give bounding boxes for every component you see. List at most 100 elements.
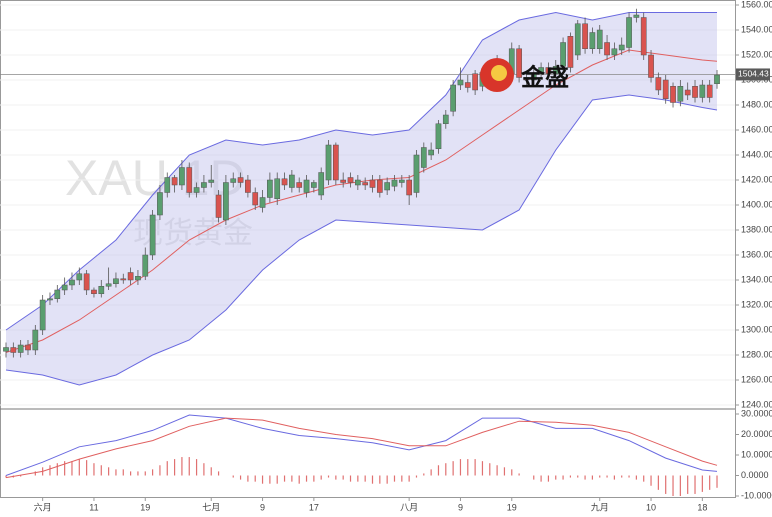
candle-body bbox=[223, 182, 229, 221]
candle-body bbox=[201, 182, 207, 188]
y-tick-label: 1320.00 bbox=[741, 299, 772, 309]
candle-body bbox=[69, 279, 75, 286]
x-tick-label: 六月 bbox=[34, 501, 52, 512]
y-tick-label: 1400.00 bbox=[741, 199, 772, 209]
macd-y-tick-label: 30.0000 bbox=[741, 408, 772, 418]
signal-line bbox=[5, 417, 718, 479]
candle-body bbox=[32, 329, 39, 351]
candle-body bbox=[523, 77, 530, 81]
candle-body bbox=[420, 147, 427, 168]
candle-body bbox=[582, 23, 588, 49]
last-price-box bbox=[736, 68, 770, 81]
candle-body bbox=[54, 289, 61, 299]
candle-body bbox=[384, 182, 391, 191]
candle-body bbox=[604, 42, 610, 56]
candle-body bbox=[333, 144, 339, 181]
candle-body bbox=[274, 178, 281, 199]
candle-body bbox=[706, 84, 713, 98]
candle-body bbox=[340, 179, 347, 183]
y-tick-label: 1520.00 bbox=[741, 49, 772, 59]
candle-body bbox=[560, 42, 566, 67]
candle-body bbox=[692, 86, 698, 98]
y-tick-label: 1300.00 bbox=[741, 324, 772, 334]
y-tick-label: 1280.00 bbox=[741, 349, 772, 359]
candle-body bbox=[179, 167, 185, 186]
y-tick-label: 1420.00 bbox=[741, 174, 772, 184]
candle-body bbox=[626, 17, 632, 48]
candle-body bbox=[281, 178, 288, 186]
candle-body bbox=[303, 179, 310, 193]
candle-body bbox=[516, 48, 522, 78]
candle-body bbox=[76, 273, 83, 281]
candle-body bbox=[398, 179, 405, 183]
candle-body bbox=[369, 179, 376, 188]
logo-icon-inner bbox=[491, 65, 507, 81]
candle-body bbox=[142, 254, 149, 277]
x-tick-label: 19 bbox=[507, 502, 517, 512]
candle-body bbox=[208, 179, 215, 183]
candle-body bbox=[164, 177, 171, 193]
candle-body bbox=[25, 344, 31, 351]
candle-body bbox=[39, 299, 46, 331]
candle-body bbox=[83, 273, 90, 291]
candle-body bbox=[640, 17, 647, 56]
candle-body bbox=[406, 179, 412, 196]
y-tick-label: 1440.00 bbox=[741, 149, 772, 159]
candle-body bbox=[91, 289, 97, 294]
last-price-label: 1504.43 bbox=[738, 69, 769, 79]
candle-body bbox=[186, 167, 193, 193]
candle-body bbox=[714, 74, 720, 84]
candle-body bbox=[530, 73, 537, 81]
x-tick-label: 19 bbox=[140, 502, 150, 512]
candle-body bbox=[464, 82, 471, 88]
candle-body bbox=[215, 194, 222, 218]
y-tick-label: 1540.00 bbox=[741, 24, 772, 34]
y-tick-label: 1260.00 bbox=[741, 374, 772, 384]
y-tick-label: 1480.00 bbox=[741, 99, 772, 109]
x-tick-label: 17 bbox=[309, 502, 319, 512]
candle-body bbox=[655, 77, 662, 91]
candle-body bbox=[699, 84, 706, 98]
y-tick-label: 1340.00 bbox=[741, 274, 772, 284]
candle-body bbox=[442, 114, 449, 124]
candle-body bbox=[267, 179, 273, 198]
candle-body bbox=[472, 73, 478, 91]
band-fill bbox=[6, 12, 717, 385]
candle-body bbox=[362, 182, 369, 186]
x-tick-label: 11 bbox=[89, 502, 98, 512]
band-lower bbox=[5, 94, 718, 386]
x-tick-label: 10 bbox=[646, 502, 656, 512]
x-tick-label: 9 bbox=[458, 502, 463, 512]
candle-body bbox=[391, 179, 398, 187]
watermark: XAU 1D bbox=[65, 150, 246, 206]
candle-body bbox=[3, 347, 9, 352]
macd-y-tick-label: 20.0000 bbox=[741, 429, 772, 439]
candle-body bbox=[127, 272, 134, 281]
candle-body bbox=[237, 177, 244, 183]
candle-body bbox=[61, 284, 68, 291]
x-tick-label: 七月 bbox=[202, 502, 220, 512]
x-tick-label: 八月 bbox=[400, 502, 418, 512]
candle-body bbox=[245, 179, 251, 193]
macd-y-tick-label: 0.0000 bbox=[741, 470, 769, 480]
candle-body bbox=[98, 286, 105, 294]
macd-y-tick-label: 10.0000 bbox=[741, 449, 772, 459]
candle-body bbox=[574, 23, 581, 56]
candle-body bbox=[289, 174, 295, 188]
candle-body bbox=[252, 192, 259, 206]
macd-y-tick-label: -10.0000 bbox=[741, 490, 772, 500]
candle-body bbox=[633, 14, 640, 18]
candle-body bbox=[428, 149, 434, 156]
candle-body bbox=[567, 36, 574, 68]
candle-body bbox=[354, 179, 361, 186]
macd-line bbox=[5, 414, 718, 476]
candle-body bbox=[171, 177, 178, 186]
candle-body bbox=[157, 192, 163, 216]
y-tick-label: 1240.00 bbox=[741, 399, 772, 409]
x-tick-label: 九月 bbox=[591, 502, 609, 512]
y-tick-label: 1460.00 bbox=[741, 124, 772, 134]
band-upper bbox=[5, 11, 717, 331]
candle-body bbox=[47, 298, 53, 301]
candle-body bbox=[193, 187, 200, 193]
candle-body bbox=[113, 278, 119, 284]
